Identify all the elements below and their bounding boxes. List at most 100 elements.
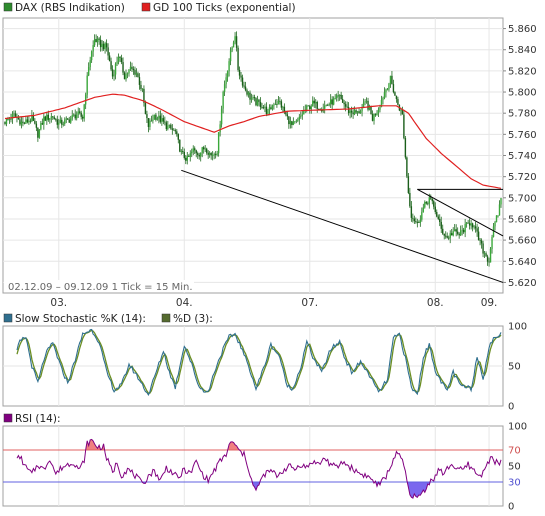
price-candle-body [307,105,309,107]
price-candle-body [355,110,357,113]
price-candle-body [68,119,70,123]
price-candle-body [31,114,33,122]
price-candle-body [67,118,69,120]
price-candle-body [282,106,284,108]
price-candle-body [185,157,187,161]
price-candle-body [388,83,390,90]
price-ytick-label-0: 5.860 [508,24,537,35]
price-candle-body [89,60,91,68]
price-candle-body [265,106,268,115]
price-candle-body [403,114,405,139]
price-candle-body [180,151,182,152]
price-candle-body [164,121,166,123]
price-candle-body [210,153,212,156]
legend-swatch-ema [141,2,151,12]
price-candle-body [150,120,153,122]
price-ytick-label-3: 5.800 [508,88,537,99]
price-candle-body [61,119,63,125]
price-candle-body [442,228,444,234]
price-candle-body [346,106,348,108]
price-candle-body [289,121,292,125]
price-candle-body [95,39,97,43]
price-candle-body [498,204,501,216]
price-candle-body [183,151,185,158]
price-candle-body [138,77,141,85]
price-candle-body [128,69,130,74]
price-candle-body [191,151,193,154]
price-candle-body [321,110,323,112]
price-candle-body [349,110,351,114]
ema-100-line [4,93,502,189]
price-candle-body [286,114,289,117]
price-candle-body [7,118,9,120]
price-candle-body [462,229,465,233]
price-candle-body [394,92,396,96]
price-candle-body [465,222,468,225]
price-candle-body [255,98,257,106]
price-candle-body [113,74,115,77]
price-candle-body [262,107,265,108]
stoch-k-line [16,328,502,397]
price-candle-body [53,117,56,119]
rsi-line [16,438,502,499]
price-candle-body [86,75,88,95]
legend-ema-label: GD 100 Ticks (exponential) [153,2,296,14]
price-candle-body [108,55,111,62]
price-candle-body [114,63,117,75]
price-candle-body [243,85,245,87]
price-candle-body [452,231,454,236]
price-candle-body [409,192,411,207]
price-candle-body [291,121,293,125]
price-ytick-label-4: 5.780 [508,109,537,120]
price-ytick-label-1: 5.840 [508,45,537,56]
price-candle-body [111,69,114,77]
price-candle-body [437,216,439,219]
price-candle-body [34,120,36,124]
price-candle-body [306,105,308,110]
price-candle-body [419,219,422,223]
price-xtick-label-2: 07. [301,297,318,309]
price-candle-body [232,42,235,48]
price-candle-body [228,61,230,72]
price-xtick-label-0: 03. [50,297,67,309]
price-candle-body [43,116,45,125]
price-candle-body [470,223,472,226]
price-candle-body [71,115,73,119]
price-candle-body [497,215,499,217]
price-candle-body [343,102,345,105]
price-candle-body [477,231,480,240]
price-candle-body [37,127,39,138]
price-candle-body [316,102,318,109]
price-candle-body [300,115,302,117]
price-candle-body [495,215,498,223]
price-candle-body [38,129,41,138]
price-candle-body [78,111,81,113]
price-candle-body [309,105,311,110]
price-candle-body [80,112,82,117]
price-candle-body [201,147,203,153]
price-candle-body [264,106,266,108]
rsi-plot-frame [2,425,504,507]
price-candle-body [237,47,239,70]
price-candle-body [395,95,398,100]
price-candle-body [81,116,84,119]
price-candle-body [29,120,32,122]
price-candle-body [96,38,99,43]
price-candle-body [216,153,218,155]
price-candle-body [445,235,447,237]
price-candle-body [370,107,372,114]
price-candle-body [301,114,304,116]
price-candle-body [434,206,436,213]
price-candle-body [285,112,287,115]
price-candle-body [49,118,51,120]
price-candle-body [226,71,229,78]
price-candle-body [205,148,208,153]
price-candle-body [431,198,433,202]
price-candle-body [352,112,354,115]
price-candle-body [371,113,374,121]
price-candle-body [491,236,493,249]
price-ytick-label-10: 5.660 [508,236,537,247]
price-candle-body [213,154,215,156]
price-candle-body [380,99,383,108]
